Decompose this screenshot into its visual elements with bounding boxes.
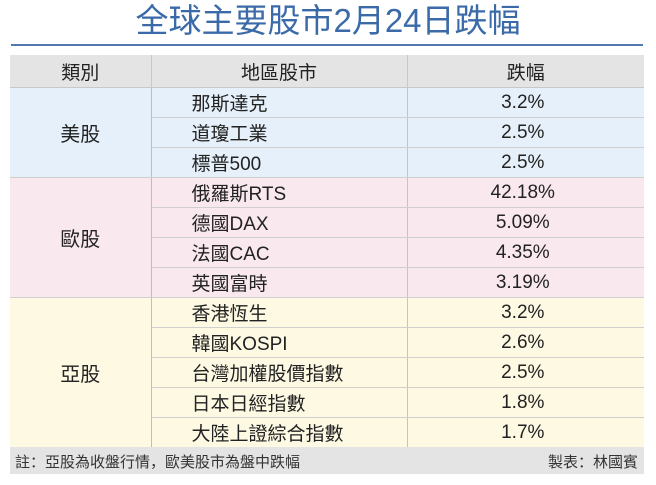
table-row: 台灣加權股價指數 2.5% xyxy=(10,357,644,388)
decline-value: 5.09% xyxy=(407,207,644,238)
table-row: 英國富時 3.19% xyxy=(10,267,644,298)
market-name: 法國CAC xyxy=(151,237,408,268)
table-footer: 註：亞股為收盤行情，歐美股市為盤中跌幅 製表：林國賓 xyxy=(10,447,644,474)
table-row: 標普500 2.5% xyxy=(10,147,644,178)
table-row: 歐股 俄羅斯RTS 42.18% xyxy=(10,177,644,298)
market-name: 英國富時 xyxy=(151,267,408,298)
category-asia: 亞股 xyxy=(10,297,152,448)
decline-value: 1.8% xyxy=(407,387,644,418)
footnote: 註：亞股為收盤行情，歐美股市為盤中跌幅 xyxy=(15,454,301,471)
decline-value: 3.2% xyxy=(407,87,644,118)
decline-value: 2.6% xyxy=(407,327,644,358)
category-us: 美股 xyxy=(10,87,152,178)
market-name: 標普500 xyxy=(151,147,408,178)
decline-value: 3.19% xyxy=(407,267,644,298)
market-name: 台灣加權股價指數 xyxy=(151,357,408,388)
stock-decline-table: 類別 地區股市 跌幅 美股 那斯達克 3.2% 道瓊工業 2.5% 標普500 … xyxy=(10,55,644,448)
table-header-row: 類別 地區股市 跌幅 xyxy=(10,55,644,88)
table-row: 日本日經指數 1.8% xyxy=(10,387,644,418)
table-row: 美股 那斯達克 3.2% xyxy=(10,87,644,178)
decline-value: 2.5% xyxy=(407,117,644,148)
decline-value: 1.7% xyxy=(407,417,644,448)
decline-value: 3.2% xyxy=(407,297,644,328)
market-name: 香港恆生 xyxy=(151,297,408,328)
decline-value: 42.18% xyxy=(407,177,644,208)
table-row: 德國DAX 5.09% xyxy=(10,207,644,238)
decline-value: 4.35% xyxy=(407,237,644,268)
market-name: 那斯達克 xyxy=(151,87,408,118)
table-row: 亞股 香港恆生 3.2% xyxy=(10,297,644,448)
table-row: 道瓊工業 2.5% xyxy=(10,117,644,148)
header-market: 地區股市 xyxy=(150,55,407,88)
page-title: 全球主要股市2月24日跌幅 xyxy=(135,2,521,39)
header-decline: 跌幅 xyxy=(406,55,644,88)
decline-value: 2.5% xyxy=(407,147,644,178)
market-name: 韓國KOSPI xyxy=(151,327,408,358)
category-europe: 歐股 xyxy=(10,177,152,298)
decline-value: 2.5% xyxy=(407,357,644,388)
credit: 製表：林國賓 xyxy=(547,454,638,471)
market-name: 日本日經指數 xyxy=(151,387,408,418)
market-name: 德國DAX xyxy=(151,207,408,238)
title-divider xyxy=(11,44,643,46)
table-row: 法國CAC 4.35% xyxy=(10,237,644,268)
header-category: 類別 xyxy=(10,55,151,88)
market-name: 俄羅斯RTS xyxy=(151,177,408,208)
market-name: 道瓊工業 xyxy=(151,117,408,148)
table-row: 韓國KOSPI 2.6% xyxy=(10,327,644,358)
market-name: 大陸上證綜合指數 xyxy=(151,417,408,448)
